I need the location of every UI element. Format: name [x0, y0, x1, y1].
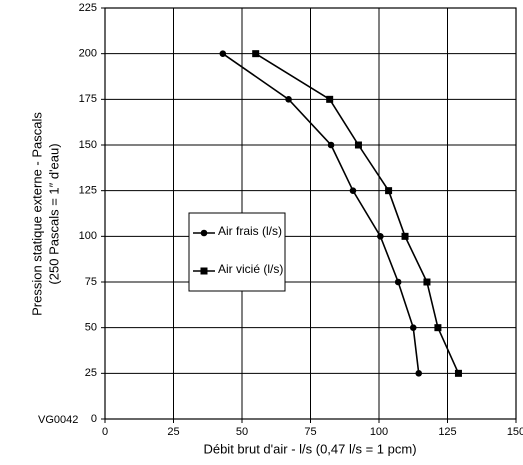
y-tick-label: 50	[85, 322, 97, 334]
x-tick-label: 100	[370, 426, 388, 438]
x-tick-label: 0	[102, 426, 108, 438]
marker	[285, 96, 292, 103]
series-line	[255, 52, 460, 374]
x-axis-label: Débit brut d'air - l/s (0,47 l/s = 1 pcm…	[203, 441, 416, 456]
figure-code: VG0042	[38, 414, 78, 426]
marker	[349, 187, 357, 194]
marker	[434, 324, 442, 332]
marker	[401, 232, 409, 240]
plot-frame	[104, 7, 517, 420]
y-axis-label: (250 Pascals = 1″ d'eau)	[46, 143, 61, 284]
marker	[200, 267, 208, 275]
x-tick-label: 150	[507, 426, 523, 438]
y-tick-label: 125	[79, 185, 97, 197]
marker	[409, 324, 417, 331]
legend-entry: Air frais (l/s)	[218, 225, 282, 238]
legend-label: Air vicié (l/s)	[218, 263, 284, 276]
marker	[377, 233, 384, 240]
marker	[394, 278, 402, 286]
y-tick-label: 75	[85, 276, 97, 288]
y-tick-label: 200	[79, 48, 97, 60]
legend-label: Air frais (l/s)	[218, 225, 282, 238]
x-tick-label: 25	[167, 426, 179, 438]
marker	[327, 141, 335, 149]
marker	[385, 187, 393, 195]
y-tick-label: 0	[91, 413, 97, 425]
marker	[354, 141, 362, 149]
x-tick-label: 125	[438, 426, 456, 438]
marker	[326, 95, 334, 103]
y-axis-label: Pression statique externe - Pascals	[29, 112, 44, 316]
y-tick-label: 25	[85, 367, 97, 379]
x-tick-label: 75	[304, 426, 316, 438]
legend-box	[188, 212, 286, 292]
marker	[454, 369, 462, 377]
marker	[219, 50, 227, 57]
y-tick-label: 150	[79, 139, 97, 151]
marker	[423, 278, 431, 286]
legend-entry: Air vicié (l/s)	[218, 263, 284, 276]
marker	[415, 370, 423, 377]
x-tick-label: 50	[236, 426, 248, 438]
y-tick-label: 225	[79, 2, 97, 14]
marker	[200, 229, 208, 237]
series-line	[222, 53, 420, 374]
y-tick-label: 100	[79, 230, 97, 242]
marker	[252, 50, 260, 58]
y-tick-label: 175	[79, 93, 97, 105]
